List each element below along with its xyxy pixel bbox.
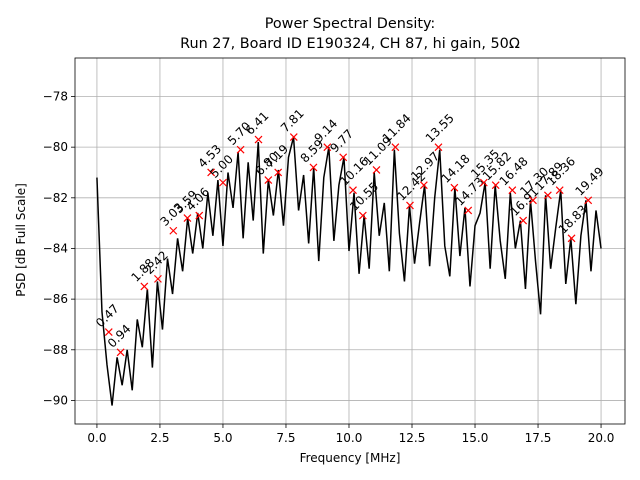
peak-marker: [254, 135, 263, 144]
x-tick-label: 2.5: [150, 431, 169, 445]
peak-marker: [508, 186, 517, 195]
peak-marker: [419, 181, 428, 190]
peak-label: 19.49: [572, 164, 606, 198]
peak-marker: [450, 183, 459, 192]
x-tick-label: 5.0: [213, 431, 232, 445]
y-tick-label: −88: [43, 343, 68, 357]
peak-label: 0.94: [105, 322, 134, 351]
y-tick-label: −78: [43, 89, 68, 103]
y-tick-label: −82: [43, 191, 68, 205]
peak-marker: [195, 211, 204, 220]
peak-label: 13.55: [423, 111, 457, 145]
chart-subtitle: Run 27, Board ID E190324, CH 87, hi gain…: [180, 36, 520, 52]
peak-marker: [236, 145, 245, 154]
peak-marker: [219, 178, 227, 187]
peak-marker: [169, 226, 178, 235]
peak-marker: [519, 216, 528, 225]
peak-marker: [567, 234, 576, 243]
x-axis-label: Frequency [MHz]: [300, 451, 401, 465]
peak-marker: [274, 168, 283, 177]
peak-marker: [479, 178, 488, 187]
x-tick-label: 10.0: [336, 431, 363, 445]
y-tick-label: −84: [43, 241, 68, 255]
y-tick-label: −86: [43, 292, 68, 306]
x-tick-label: 20.0: [588, 431, 615, 445]
peak-marker: [464, 206, 473, 215]
x-tick-label: 12.5: [399, 431, 426, 445]
peak-label: 14.18: [439, 152, 473, 186]
y-tick-label: −80: [43, 140, 68, 154]
plot-frame: [74, 57, 626, 425]
peak-marker: [349, 186, 357, 195]
peak-marker: [207, 168, 216, 177]
peak-marker: [555, 186, 564, 195]
x-tick-label: 15.0: [462, 431, 489, 445]
peak-marker: [183, 214, 192, 223]
peak-marker: [543, 191, 552, 200]
peak-marker: [154, 274, 162, 283]
x-tick-label: 0.0: [87, 431, 106, 445]
peak-marker: [116, 348, 125, 357]
peak-marker: [434, 143, 443, 152]
peak-marker: [358, 211, 367, 220]
peak-marker: [264, 176, 273, 185]
peak-label: 7.19: [262, 142, 291, 171]
chart-title: Power Spectral Density:: [265, 16, 436, 32]
peak-marker: [372, 166, 381, 174]
peak-marker: [406, 201, 414, 210]
psd-line: [96, 136, 602, 406]
peak-label: 7.81: [278, 106, 307, 135]
peak-marker: [104, 328, 113, 336]
peak-marker: [391, 143, 400, 152]
peak-marker: [491, 181, 500, 190]
peak-marker: [529, 196, 537, 205]
peak-label: 6.41: [243, 109, 272, 138]
x-tick-label: 17.5: [525, 431, 552, 445]
peak-marker: [323, 143, 332, 152]
peak-marker: [339, 153, 348, 162]
peak-marker: [584, 196, 593, 205]
peak-label: 11.84: [380, 111, 414, 145]
x-tick-label: 7.5: [276, 431, 295, 445]
peak-marker: [140, 282, 149, 291]
y-axis-label: PSD [dB Full Scale]: [14, 183, 28, 297]
y-tick-label: −90: [43, 393, 68, 407]
peak-marker: [309, 163, 318, 172]
peak-marker: [289, 133, 298, 141]
